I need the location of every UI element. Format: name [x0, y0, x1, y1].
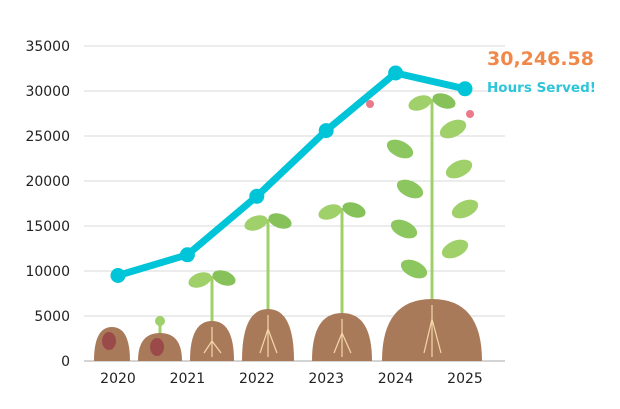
y-tick-label: 30000: [25, 84, 70, 100]
y-tick-label: 0: [61, 354, 70, 370]
data-point: [110, 268, 126, 283]
series-hours-served: [110, 65, 473, 283]
x-axis-ticks: 2020 2021 2022 2023 2024 2025: [100, 371, 483, 387]
x-tick-label: 2021: [170, 371, 206, 387]
x-tick-label: 2025: [447, 371, 483, 387]
plant-illustration: [312, 202, 372, 361]
x-tick-label: 2020: [100, 371, 136, 387]
y-tick-label: 20000: [25, 174, 70, 190]
x-tick-label: 2022: [239, 371, 275, 387]
data-point: [318, 123, 334, 139]
plant-illustration: [188, 270, 236, 361]
y-tick-label: 15000: [25, 219, 70, 235]
plant-illustration: [138, 316, 182, 361]
plant-illustrations: [94, 93, 482, 361]
plant-illustration: [94, 327, 130, 361]
series-line: [116, 69, 466, 279]
data-point: [388, 65, 404, 81]
total-hours-value: 30,246.58: [487, 48, 594, 70]
y-axis-ticks: 0 5000 10000 15000 20000 25000 30000 35000: [25, 39, 70, 370]
plant-illustration: [366, 93, 482, 361]
x-tick-label: 2024: [378, 371, 414, 387]
plant-illustration: [242, 213, 294, 361]
gridlines: [84, 45, 505, 362]
data-point: [179, 247, 195, 263]
y-tick-label: 5000: [34, 309, 70, 325]
x-tick-label: 2023: [308, 371, 344, 387]
y-tick-label: 10000: [25, 264, 70, 280]
hours-served-label: Hours Served!: [487, 80, 596, 96]
data-point: [249, 188, 265, 204]
y-tick-label: 35000: [25, 39, 70, 55]
data-point: [457, 81, 473, 97]
y-tick-label: 25000: [25, 129, 70, 145]
